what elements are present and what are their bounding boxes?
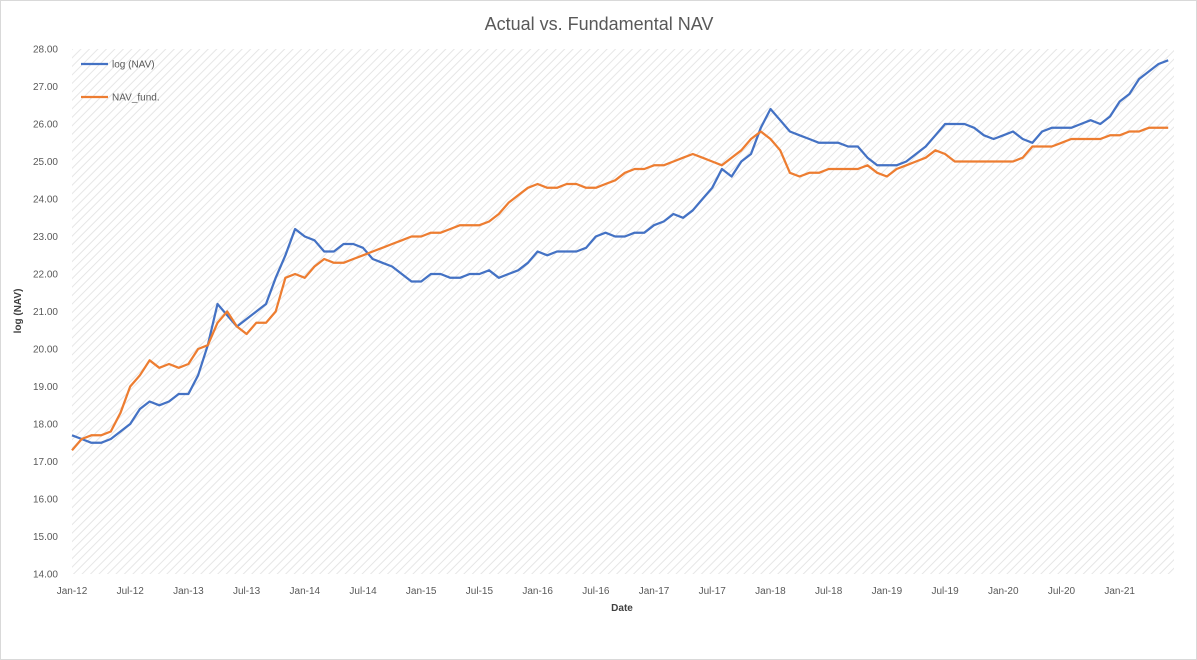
x-tick-label: Jan-19 bbox=[872, 586, 903, 597]
legend-label: log (NAV) bbox=[112, 60, 155, 71]
plot-area bbox=[72, 49, 1174, 574]
y-tick-label: 24.00 bbox=[33, 195, 58, 206]
chart-title: Actual vs. Fundamental NAV bbox=[485, 14, 714, 34]
x-axis-title: Date bbox=[611, 603, 633, 614]
x-axis-ticks: Jan-12 Jul-12 Jan-13 Jul-13 Jan-14 Jul-14 Jan-… bbox=[57, 586, 1136, 597]
x-tick-label: Jan-13 bbox=[173, 586, 204, 597]
y-axis-title: log (NAV) bbox=[13, 289, 24, 334]
y-tick-label: 25.00 bbox=[33, 157, 58, 168]
series-line-log-nav bbox=[71, 59, 1169, 444]
x-tick-label: Jan-18 bbox=[755, 586, 786, 597]
x-tick-label: Jan-20 bbox=[988, 586, 1019, 597]
x-tick-label: Jan-12 bbox=[57, 586, 88, 597]
x-tick-label: Jul-16 bbox=[582, 586, 610, 597]
y-tick-label: 28.00 bbox=[33, 45, 58, 56]
y-tick-label: 15.00 bbox=[33, 532, 58, 543]
y-tick-label: 21.00 bbox=[33, 307, 58, 318]
series-line-nav-fund bbox=[71, 126, 1169, 452]
x-tick-label: Jul-19 bbox=[931, 586, 959, 597]
x-tick-label: Jul-20 bbox=[1048, 586, 1076, 597]
x-tick-label: Jul-15 bbox=[466, 586, 494, 597]
series-layer bbox=[71, 59, 1169, 452]
y-tick-label: 27.00 bbox=[33, 82, 58, 93]
y-axis-ticks: 14.00 15.00 16.00 17.00 18.00 19.00 20.00 21.00… bbox=[33, 45, 58, 581]
x-tick-label: Jul-12 bbox=[117, 586, 145, 597]
y-tick-label: 18.00 bbox=[33, 420, 58, 431]
x-tick-label: Jul-18 bbox=[815, 586, 843, 597]
x-tick-label: Jul-17 bbox=[699, 586, 727, 597]
y-tick-label: 26.00 bbox=[33, 120, 58, 131]
x-tick-label: Jan-17 bbox=[639, 586, 670, 597]
legend: log (NAV) NAV_fund. bbox=[81, 60, 160, 104]
x-tick-label: Jan-15 bbox=[406, 586, 437, 597]
x-tick-label: Jul-13 bbox=[233, 586, 261, 597]
y-tick-label: 17.00 bbox=[33, 457, 58, 468]
y-tick-label: 19.00 bbox=[33, 382, 58, 393]
x-tick-label: Jul-14 bbox=[349, 586, 377, 597]
y-tick-label: 20.00 bbox=[33, 345, 58, 356]
x-tick-label: Jan-21 bbox=[1104, 586, 1135, 597]
y-tick-label: 16.00 bbox=[33, 495, 58, 506]
y-tick-label: 14.00 bbox=[33, 570, 58, 581]
y-tick-label: 23.00 bbox=[33, 232, 58, 243]
legend-label: NAV_fund. bbox=[112, 93, 160, 104]
y-tick-label: 22.00 bbox=[33, 270, 58, 281]
x-tick-label: Jan-16 bbox=[522, 586, 553, 597]
x-tick-label: Jan-14 bbox=[290, 586, 321, 597]
